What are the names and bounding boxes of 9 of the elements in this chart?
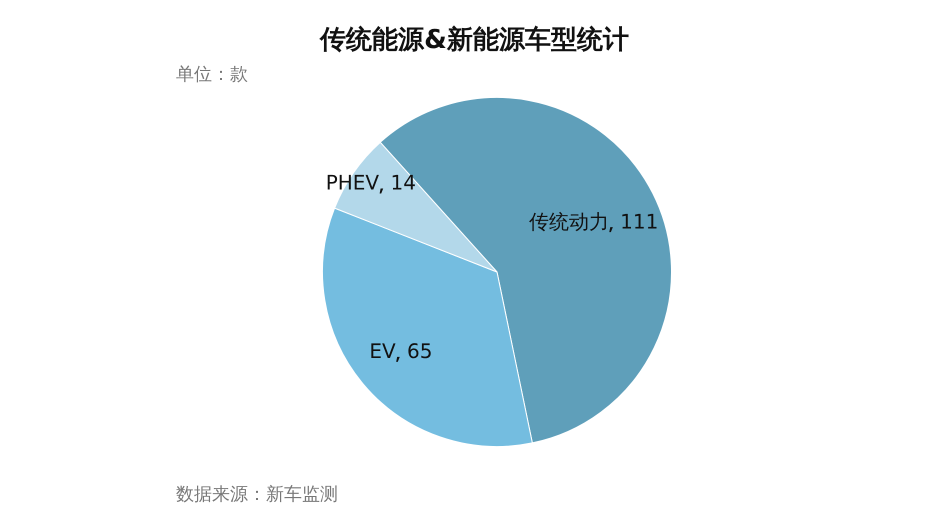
- source-note: 数据来源：新车监测: [176, 483, 338, 506]
- chart-title: 传统能源&新能源车型统计: [318, 24, 630, 57]
- slice-label: 传统动力: [528, 209, 609, 234]
- data-label: 65: [407, 339, 432, 364]
- data-label: 111: [620, 209, 658, 234]
- chart-subtitle: 单位：款: [176, 63, 248, 86]
- slice-label: EV: [369, 339, 396, 364]
- data-label: 14: [390, 170, 416, 195]
- slice-label: PHEV: [326, 170, 380, 195]
